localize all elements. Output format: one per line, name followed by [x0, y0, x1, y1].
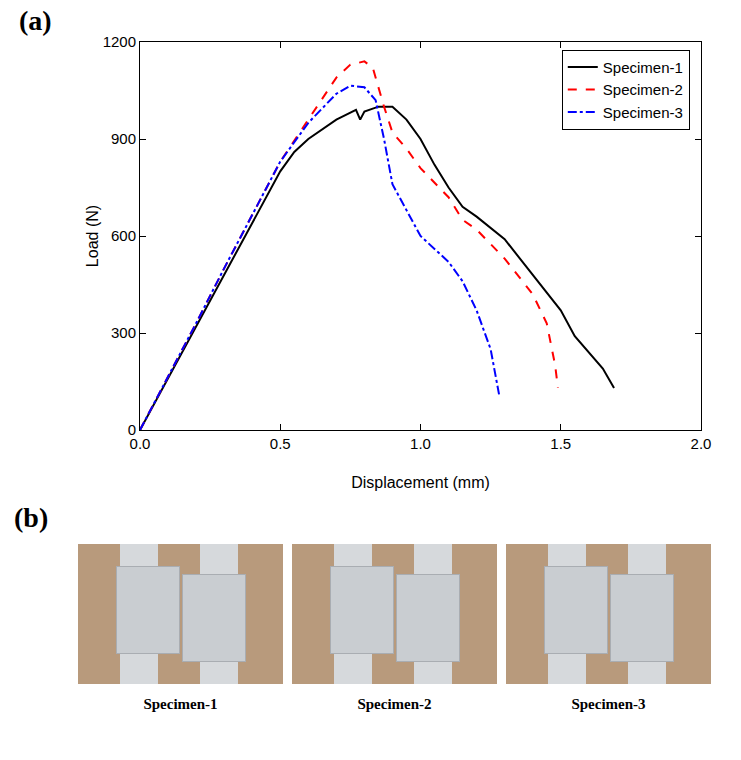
- svg-text:1.0: 1.0: [410, 435, 431, 452]
- svg-text:0: 0: [128, 421, 136, 438]
- svg-text:Specimen-1: Specimen-1: [603, 59, 683, 76]
- svg-text:Specimen-3: Specimen-3: [603, 104, 683, 121]
- svg-text:600: 600: [111, 227, 136, 244]
- html-text:Specimen-3: Specimen-3: [571, 696, 646, 712]
- svg-text:0.0: 0.0: [130, 435, 151, 452]
- html-text:Specimen-2: Specimen-2: [357, 696, 432, 712]
- svg-text:(a): (a): [19, 5, 52, 36]
- html-text:Specimen-1: Specimen-1: [143, 696, 218, 712]
- svg-text:Displacement (mm): Displacement (mm): [351, 474, 490, 491]
- svg-text:300: 300: [111, 324, 136, 341]
- svg-text:2.0: 2.0: [691, 435, 712, 452]
- svg-text:Specimen-2: Specimen-2: [603, 81, 683, 98]
- svg-text:900: 900: [111, 130, 136, 147]
- html-text:(b): (b): [14, 502, 49, 533]
- svg-text:1.5: 1.5: [550, 435, 571, 452]
- svg-text:Load (N): Load (N): [84, 205, 101, 267]
- svg-text:0.5: 0.5: [270, 435, 291, 452]
- svg-text:1200: 1200: [103, 33, 136, 50]
